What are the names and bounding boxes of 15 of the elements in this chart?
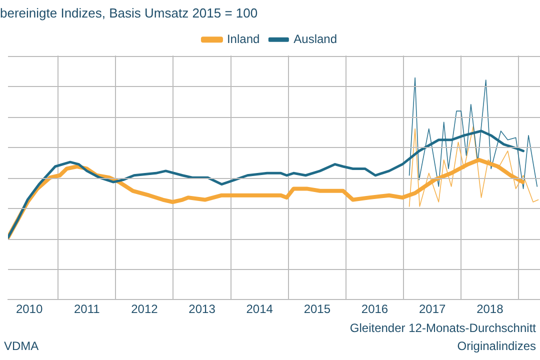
text: Gleitender 12-Monats-Durchschnitt xyxy=(350,321,537,335)
x-tick-label: 2011 xyxy=(74,302,100,316)
legend-label: Ausland xyxy=(294,32,338,46)
x-tick-label: 2015 xyxy=(304,302,331,316)
x-tick-label: 2018 xyxy=(476,302,504,316)
x-tick-label: 2016 xyxy=(361,302,388,316)
chart-title: bereinigte Indizes, Basis Umsatz 2015 = 100 xyxy=(0,5,258,20)
x-tick-label: 2017 xyxy=(418,302,446,316)
x-tick-label: 2013 xyxy=(188,302,216,316)
text: VDMA xyxy=(4,339,39,353)
x-tick-label: 2010 xyxy=(16,302,43,316)
text: Originalindizes xyxy=(457,339,536,353)
x-tick-label: 2012 xyxy=(131,302,158,316)
legend-label: Inland xyxy=(226,32,260,46)
x-tick-label: 2014 xyxy=(246,302,274,316)
